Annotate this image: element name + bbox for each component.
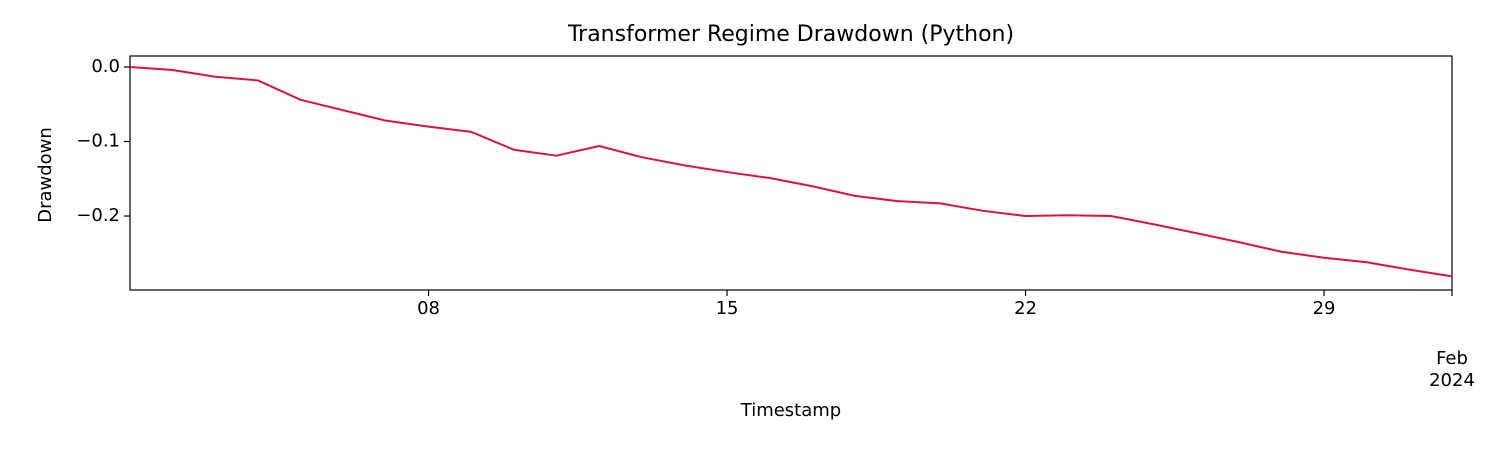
y-tick-label: −0.1: [76, 131, 120, 152]
x-tick-label: 08: [417, 298, 440, 319]
x-axis-label: Timestamp: [740, 400, 841, 421]
chart-title: Transformer Regime Drawdown (Python): [567, 22, 1014, 47]
y-axis-label: Drawdown: [35, 127, 56, 223]
plot-frame: [129, 55, 1453, 291]
data-line: [129, 66, 1453, 278]
y-tick-label: 0.0: [91, 56, 120, 77]
x-tick-label: 29: [1312, 298, 1336, 319]
x-tick-label: Feb 2024: [1429, 348, 1475, 391]
y-tick-label: −0.2: [76, 205, 120, 226]
x-tick-label: 22: [1014, 298, 1037, 319]
x-tick-label: 15: [715, 298, 739, 319]
